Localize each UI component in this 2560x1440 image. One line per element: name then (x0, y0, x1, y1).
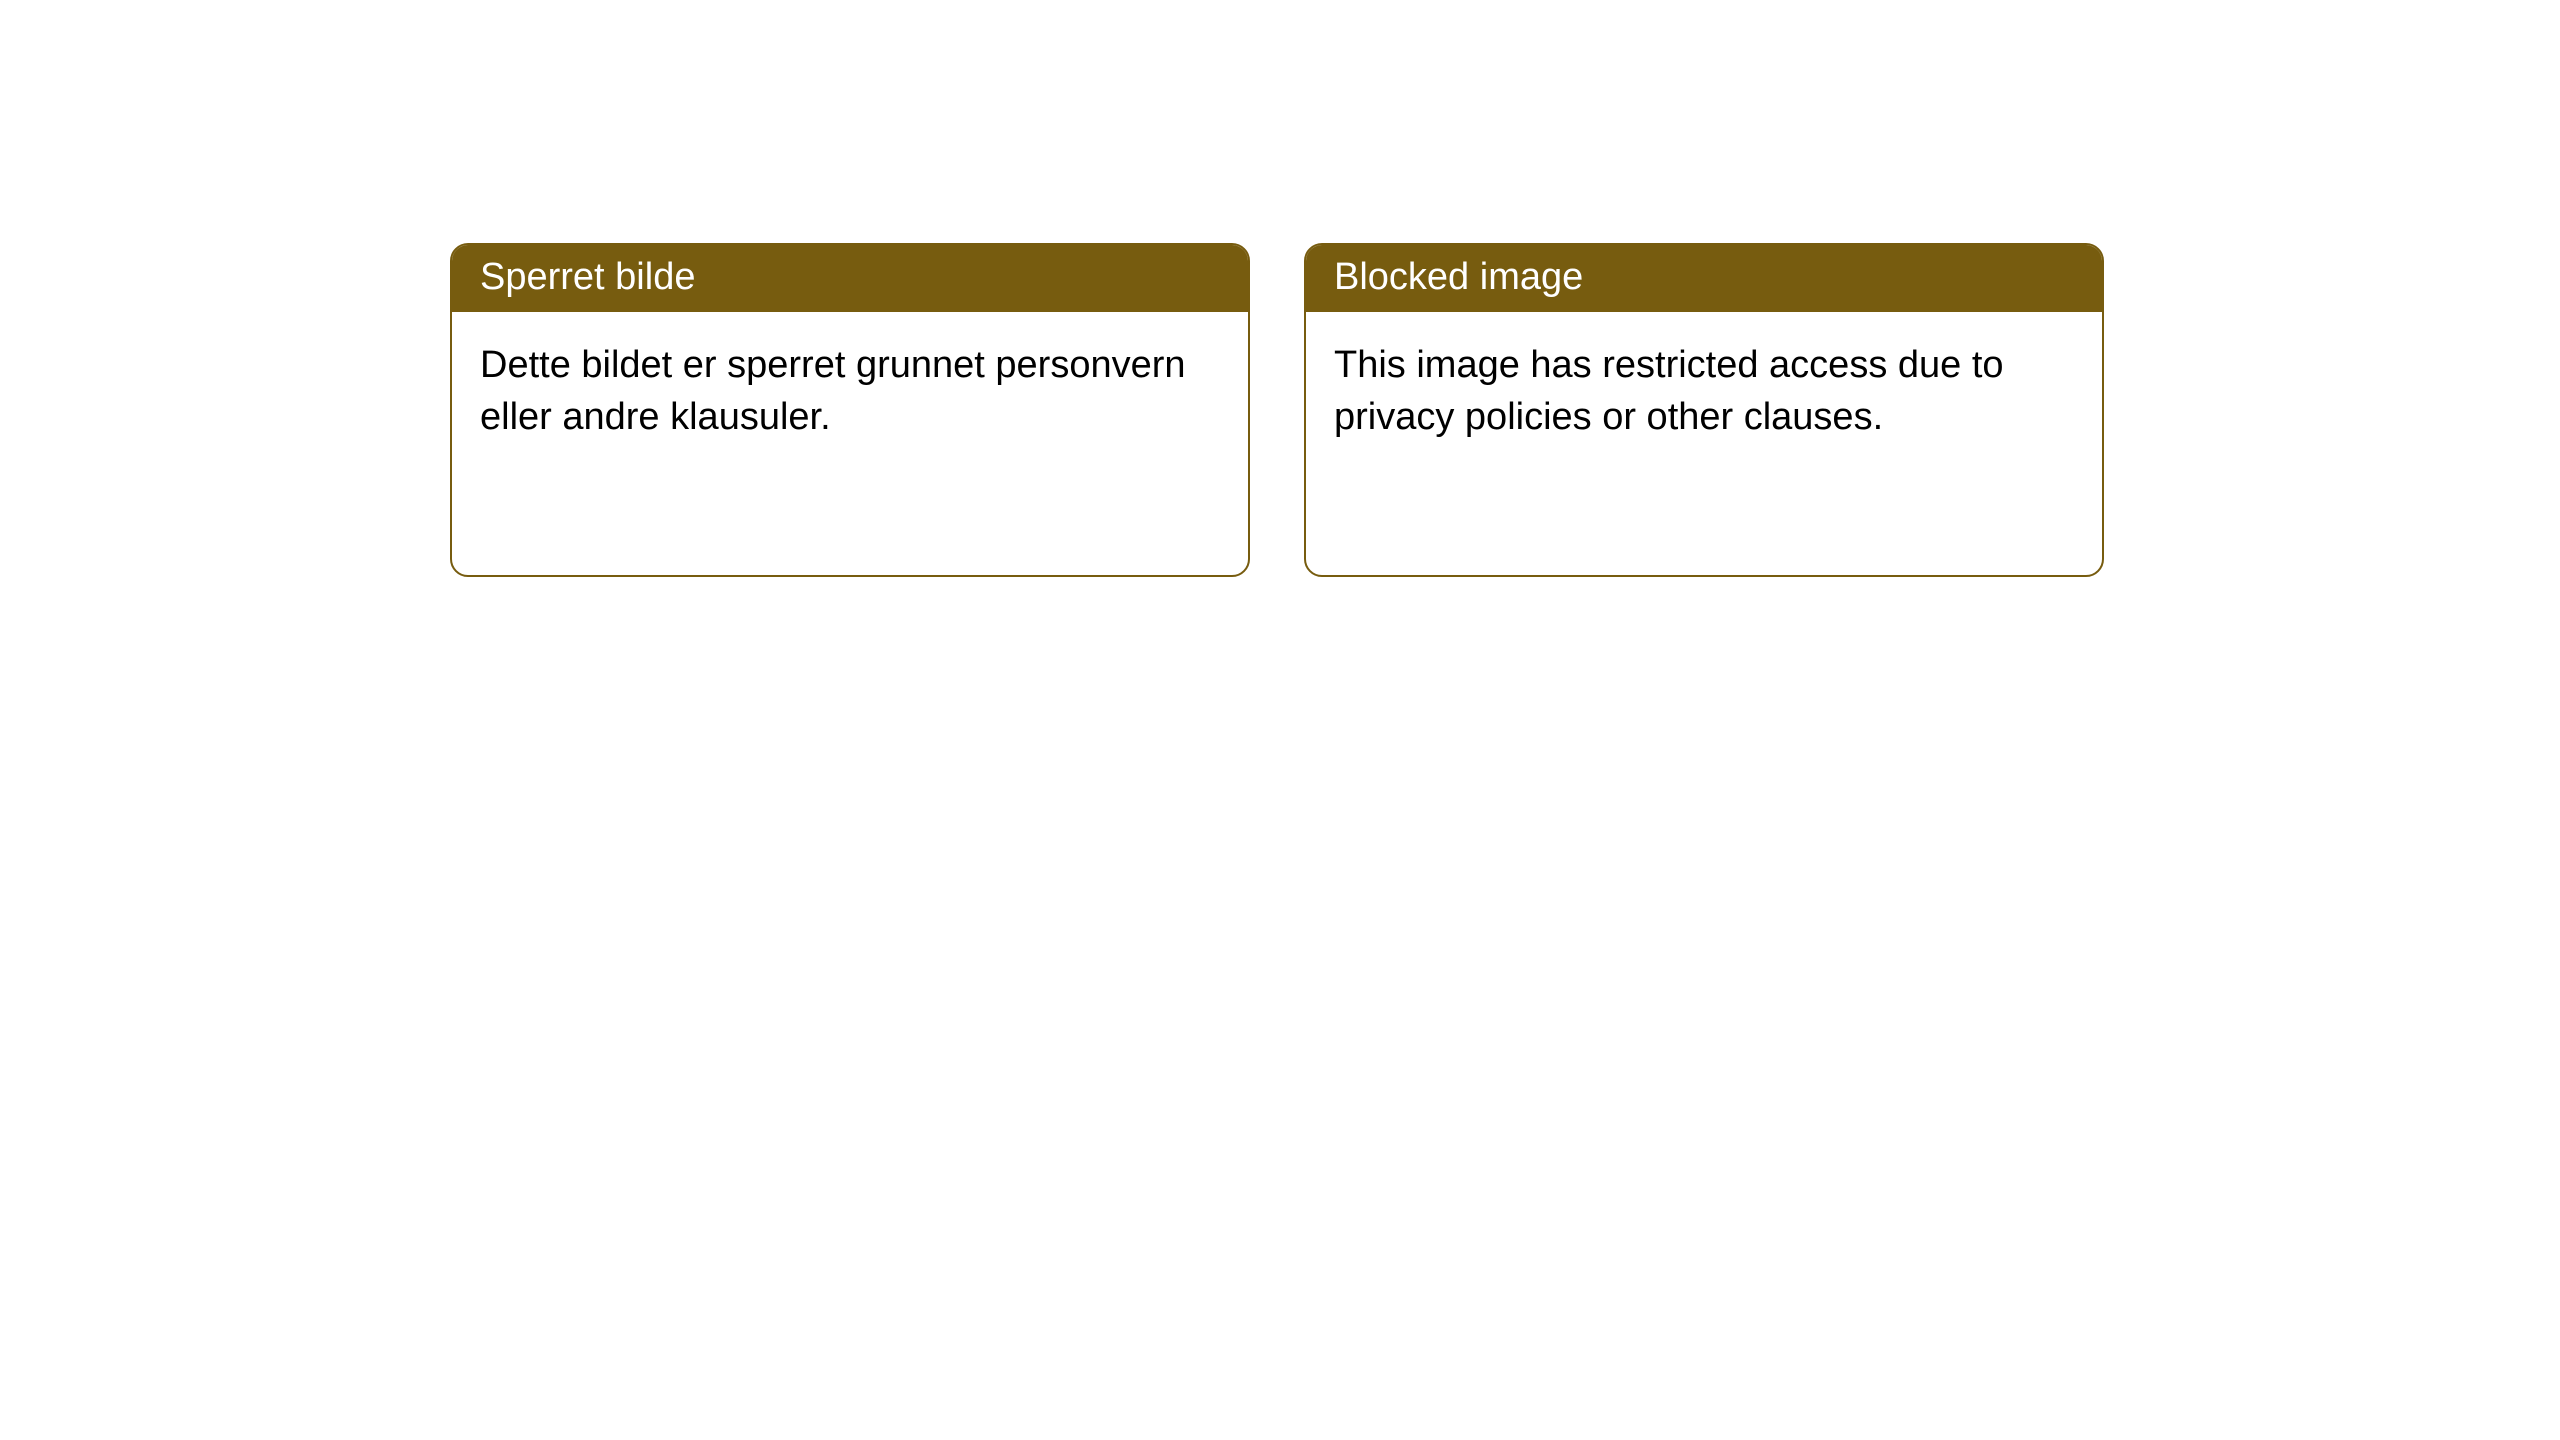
panel-header-en: Blocked image (1306, 245, 2102, 312)
panel-body-no: Dette bildet er sperret grunnet personve… (452, 312, 1248, 471)
blocked-image-panel-en: Blocked image This image has restricted … (1304, 243, 2104, 577)
panel-body-en: This image has restricted access due to … (1306, 312, 2102, 471)
panel-header-no: Sperret bilde (452, 245, 1248, 312)
blocked-image-panel-no: Sperret bilde Dette bildet er sperret gr… (450, 243, 1250, 577)
blocked-image-notice-container: Sperret bilde Dette bildet er sperret gr… (450, 243, 2104, 577)
